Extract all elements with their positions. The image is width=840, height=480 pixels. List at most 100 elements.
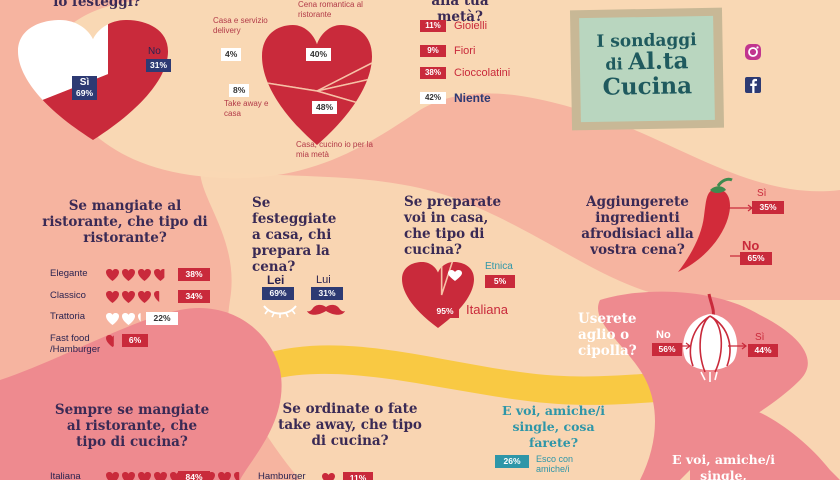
q-takeaway-title: Se ordinate o fate take away, che tipo d… [278, 401, 422, 449]
heart-row [106, 269, 167, 281]
heart-row [106, 291, 167, 303]
rist-value-0: 38% [178, 268, 210, 281]
takeaway-heart [322, 472, 335, 480]
brand-line3: Cucina [602, 72, 693, 101]
rist-label-3: Fast food /Hamburger [50, 333, 101, 355]
heart-mark [138, 313, 141, 322]
regalo-label-2: Cioccolatini [454, 67, 511, 79]
heart-mark [138, 269, 151, 281]
come-label-1: Casa e servizio delivery [213, 16, 268, 35]
festeggi-no-label: No [148, 46, 161, 57]
come-heart-pie [262, 25, 372, 145]
regalo-value-1: 9% [420, 45, 446, 57]
q-ristorante-title: Se mangiate al ristorante, che tipo di r… [42, 198, 208, 246]
heart-mark [154, 269, 165, 281]
tipocucina-value-1: 95% [431, 305, 459, 318]
q-single2-title: E voi, amiche/i single, festeggiate [672, 452, 775, 480]
q-chiprepara-title: Se festeggiate a casa, chi prepara la ce… [252, 195, 337, 275]
heart-mark [106, 269, 119, 281]
pink-blob-right2 [690, 398, 840, 480]
regalo-row-3: 42% Niente [420, 91, 491, 105]
heart-mark [122, 269, 135, 281]
heart-mark [138, 291, 151, 303]
chiprepara-value-1: 31% [311, 287, 343, 300]
come-value-2: 8% [229, 84, 250, 97]
come-value-0: 40% [306, 48, 332, 61]
festeggi-no-value: 31% [146, 59, 172, 72]
aglio-label-0: No [656, 329, 671, 341]
heart-mark [154, 472, 167, 480]
tipocucina-label-1: Italiana [466, 302, 508, 317]
chiprepara-label-1: Lui [316, 274, 331, 286]
brand-line2b: Al.ta [627, 47, 689, 76]
heart-mark [122, 313, 135, 325]
chiprepara-value-0: 69% [262, 287, 294, 300]
heart-mark [106, 335, 114, 347]
heart-row [106, 313, 151, 325]
regalo-row-1: 9% Fiori [420, 45, 475, 57]
rist-label-1: Classico [50, 290, 86, 301]
tipocucinarist-label-0: Italiana [50, 471, 81, 480]
single-label-0: Esco con amiche/i [536, 454, 574, 474]
festeggi-si-value: 69% [76, 88, 94, 98]
heart-mark [106, 313, 119, 325]
heart-mark [138, 472, 151, 480]
heart2-slice-1 [316, 35, 372, 92]
regalo-label-1: Fiori [454, 45, 476, 57]
rist-label-0: Elegante [50, 268, 88, 279]
come-value-3: 48% [312, 101, 338, 114]
q-tipocucina-title: Se preparate voi in casa, che tipo di cu… [404, 194, 502, 258]
pink-blob-right [598, 291, 808, 480]
afrodisiaci-label-1: No [742, 238, 760, 253]
heart-mark [122, 291, 135, 303]
rist-value-1: 34% [178, 290, 210, 303]
tipocucinarist-value-0: 84% [178, 471, 210, 480]
afrodisiaci-value-1: 65% [740, 252, 772, 265]
tipocucina-label-0: Etnica [485, 261, 513, 272]
regalo-row-2: 38% Cioccolatini [420, 67, 510, 79]
aglio-value-0: 56% [652, 343, 682, 356]
regalo-value-0: 11% [420, 20, 446, 32]
q-regalo-title: alla tua metà? [431, 0, 489, 25]
q-tipocucinarist-title: Sempre se mangiate al ristorante, che ti… [54, 402, 210, 450]
q-single-title: E voi, amiche/i single, cosa farete? [502, 403, 605, 450]
afrodisiaci-label-0: Sì [757, 188, 767, 199]
regalo-label-0: Gioielli [454, 20, 488, 32]
chiprepara-label-0: Lei [267, 273, 285, 287]
mustache-icon [307, 304, 345, 315]
single-value-0: 26% [495, 455, 529, 468]
festeggi-si-label: Sì [79, 77, 90, 88]
eyelashes-icon [263, 305, 297, 318]
regalo-value-3: 42% [420, 92, 446, 104]
come-label-3: Casa, cucino io per la mia metà [296, 140, 373, 159]
brand-line2a: di [605, 54, 623, 74]
instagram-icon[interactable] [743, 42, 763, 62]
heart1-slice-1 [18, 20, 108, 130]
heart2-slice-3 [262, 71, 372, 145]
rist-value-2: 22% [146, 312, 178, 325]
tipocucina-value-0: 5% [485, 275, 515, 288]
come-label-0: Cena romantica al ristorante [298, 0, 363, 19]
come-value-1: 4% [221, 48, 242, 61]
aglio-label-1: Sì [755, 332, 765, 343]
aglio-connector [674, 342, 747, 350]
q-afrodisiaci-title: Aggiungerete ingredienti afrodisiaci all… [581, 194, 694, 258]
onion-icon [683, 293, 738, 382]
facebook-icon[interactable] [743, 75, 763, 95]
chili-pepper-icon [678, 177, 733, 272]
festeggi-si-badge: Sì 69% [72, 76, 98, 100]
tipocucina-heart-pie [402, 262, 474, 328]
regalo-row-0: 11% Gioielli [420, 20, 487, 32]
heart-mark [106, 472, 119, 480]
q-festeggi-title: io festeggi? [53, 0, 141, 10]
regalo-label-3: Niente [454, 91, 491, 105]
aglio-value-1: 44% [748, 344, 778, 357]
q-aglio-title: Userete aglio o cipolla? [578, 311, 637, 359]
takeaway-label-0: Hamburger [258, 471, 306, 480]
yellow-ribbon [260, 345, 690, 405]
afrodisiaci-value-0: 35% [752, 201, 784, 214]
heart-mark [122, 472, 135, 480]
heart1-slice-0 [18, 20, 168, 140]
rist-label-2: Trattoria [50, 311, 86, 322]
brand-logo: I sondaggi di Al.ta Cucina [569, 7, 725, 131]
